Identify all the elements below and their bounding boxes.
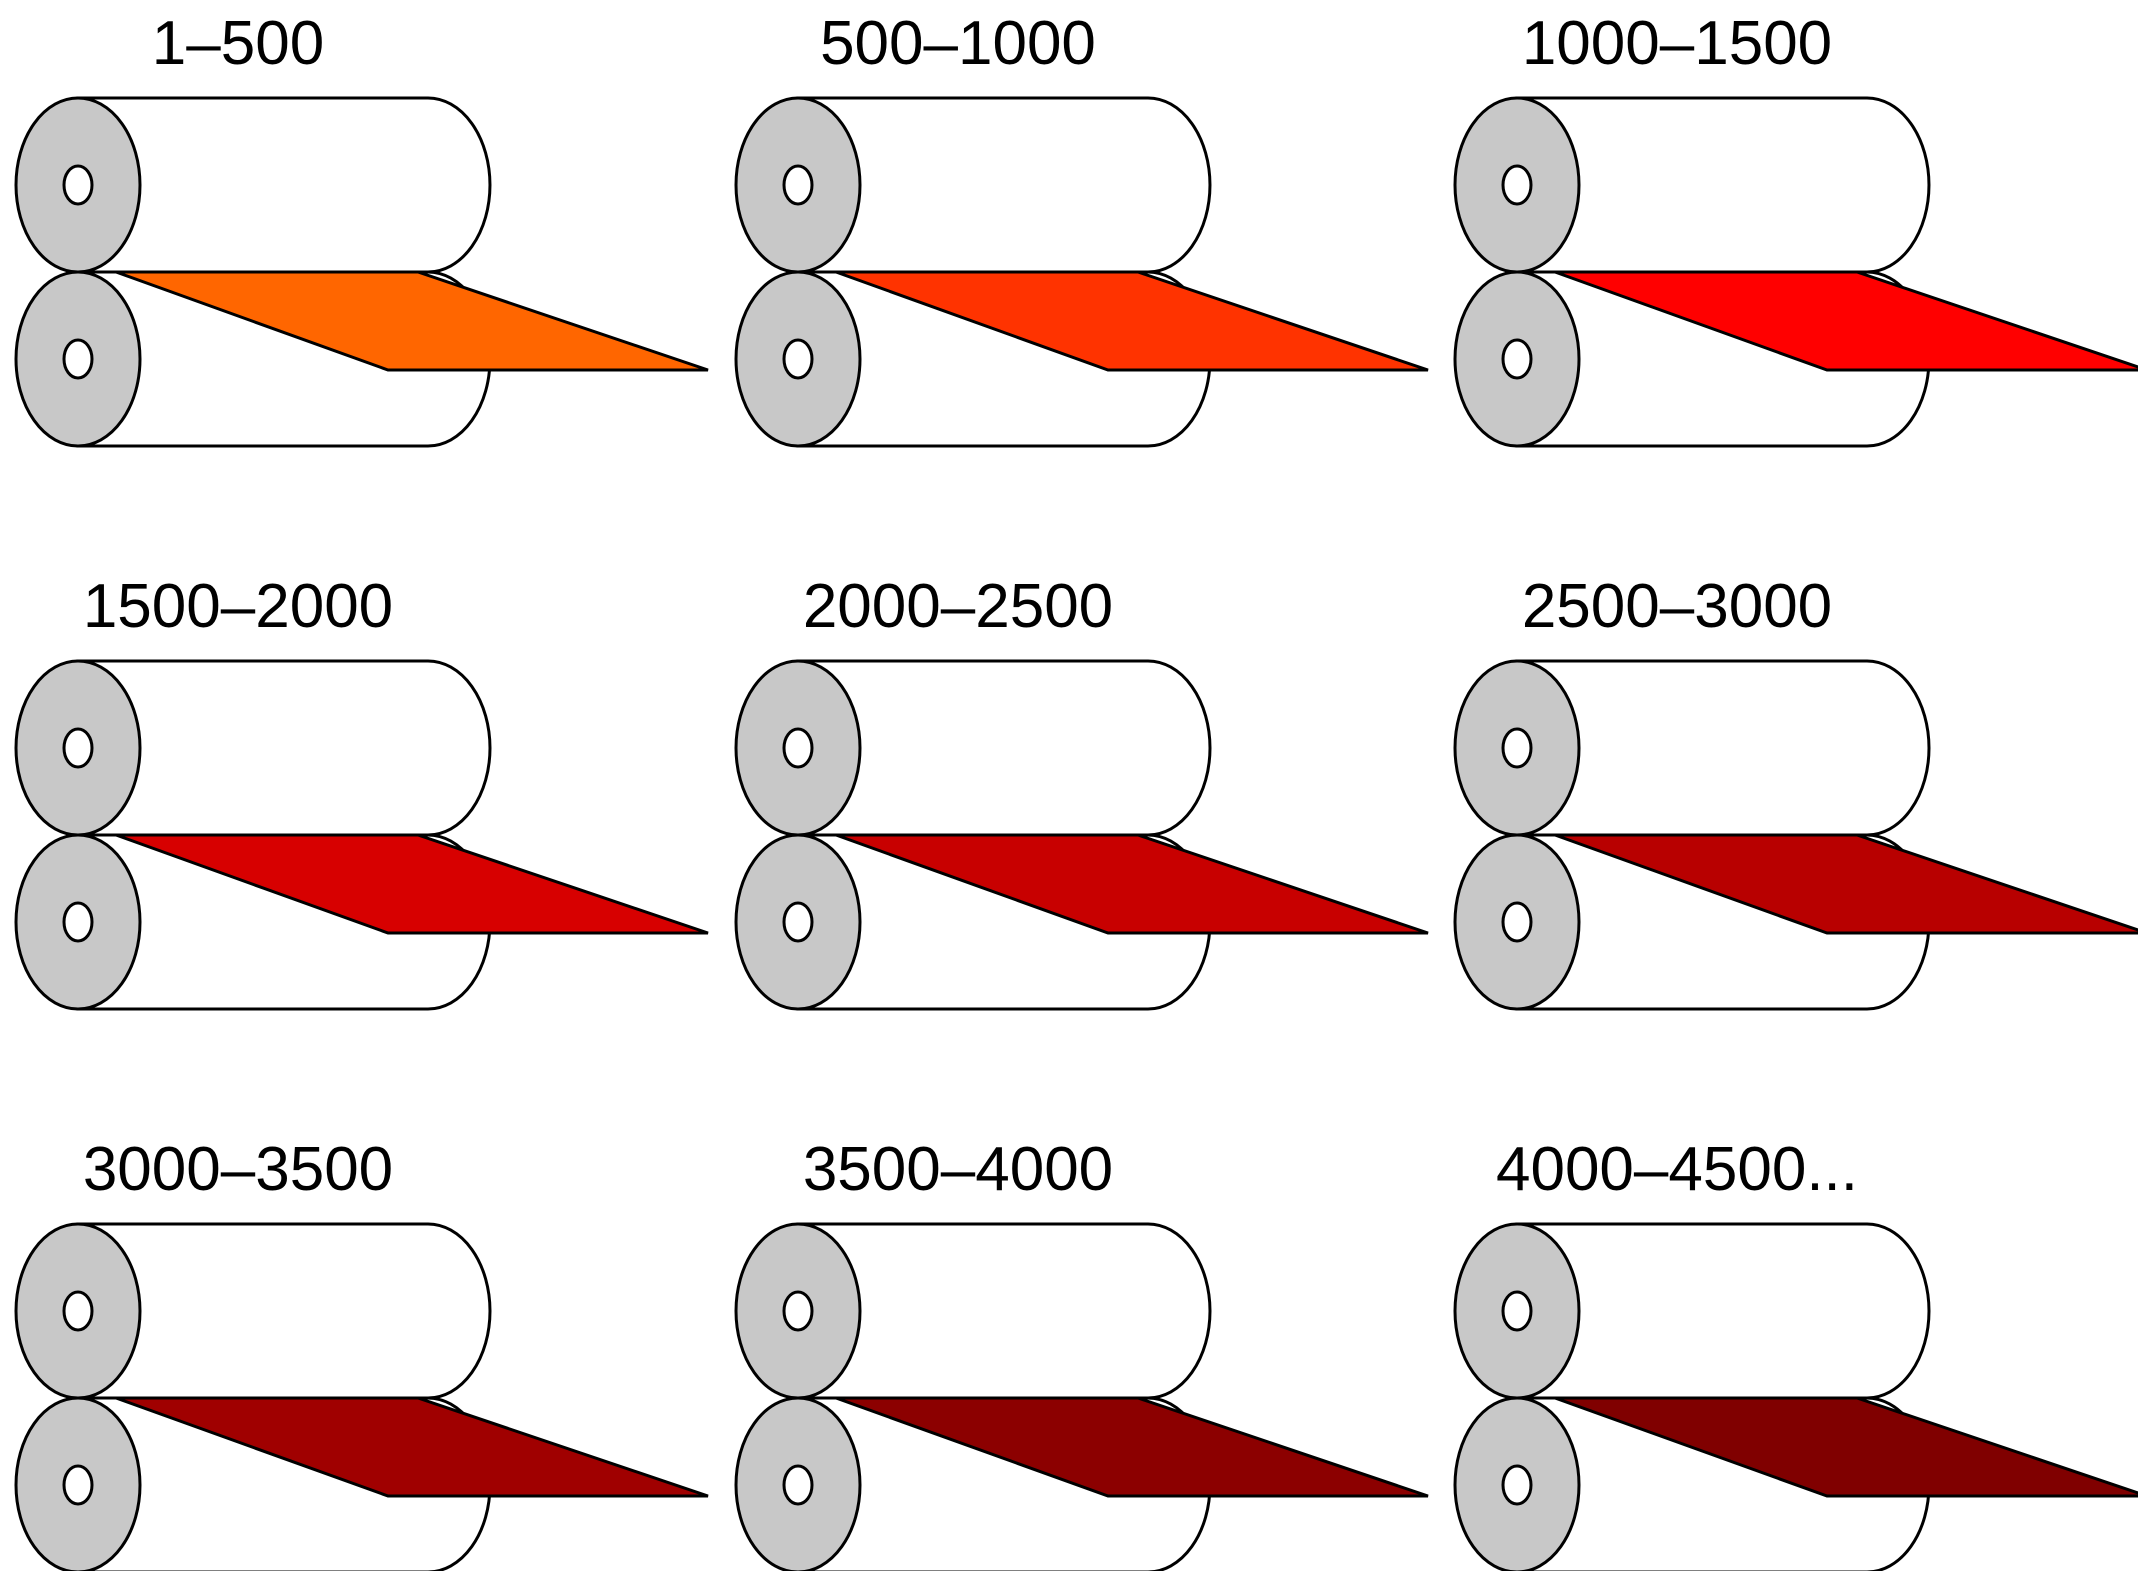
panel-label: 1–500 [152, 9, 324, 78]
roller-axle-hole [782, 901, 814, 943]
roller-axle-hole [62, 338, 94, 380]
mill-panel: 2500–3000 [1453, 572, 2138, 1011]
upper-roller [1453, 96, 1931, 274]
rolled-sheet [1554, 270, 2138, 372]
roller-body [1515, 1222, 1931, 1400]
mill-panel: 1–500 [14, 9, 709, 448]
roller-axle-hole [1501, 727, 1533, 769]
roller-axle-hole [1501, 901, 1533, 943]
roller-body [76, 1222, 492, 1400]
upper-roller [1453, 1222, 1931, 1400]
panel-label: 3500–4000 [803, 1135, 1113, 1204]
upper-roller [14, 1222, 492, 1400]
panel-label: 2500–3000 [1522, 572, 1832, 641]
roller-body [76, 96, 492, 274]
roller-axle-hole [782, 1290, 814, 1332]
panel-label: 2000–2500 [803, 572, 1113, 641]
mill-panel: 4000–4500... [1453, 1135, 2138, 1571]
roller-axle-hole [1501, 1290, 1533, 1332]
roller-axle-hole [62, 1464, 94, 1506]
rolled-sheet [1554, 833, 2138, 935]
roller-axle-hole [62, 164, 94, 206]
roller-axle-hole [1501, 338, 1533, 380]
rolled-sheet [115, 270, 709, 372]
roller-axle-hole [62, 727, 94, 769]
roller-axle-hole [782, 164, 814, 206]
panel-label: 3000–3500 [83, 1135, 393, 1204]
mill-panel: 500–1000 [734, 9, 1429, 448]
panel-label: 1500–2000 [83, 572, 393, 641]
roller-body [1515, 96, 1931, 274]
rolled-sheet [835, 270, 1429, 372]
upper-roller [1453, 659, 1931, 837]
upper-roller [734, 96, 1212, 274]
mill-panel: 2000–2500 [734, 572, 1429, 1011]
upper-roller [14, 659, 492, 837]
roller-axle-hole [62, 1290, 94, 1332]
roller-axle-hole [782, 727, 814, 769]
rolled-sheet [115, 833, 709, 935]
roller-body [796, 96, 1212, 274]
panel-label: 500–1000 [820, 9, 1096, 78]
roller-axle-hole [62, 901, 94, 943]
mill-panel: 3500–4000 [734, 1135, 1429, 1571]
roller-body [1515, 659, 1931, 837]
mill-panel: 1000–1500 [1453, 9, 2138, 448]
upper-roller [734, 659, 1212, 837]
upper-roller [14, 96, 492, 274]
roller-body [796, 1222, 1212, 1400]
roller-axle-hole [782, 1464, 814, 1506]
mill-panel: 1500–2000 [14, 572, 709, 1011]
mill-panel: 3000–3500 [14, 1135, 709, 1571]
rolled-sheet [1554, 1396, 2138, 1498]
upper-roller [734, 1222, 1212, 1400]
rolled-sheet [835, 833, 1429, 935]
roller-axle-hole [1501, 164, 1533, 206]
roller-axle-hole [1501, 1464, 1533, 1506]
roller-axle-hole [782, 338, 814, 380]
rolled-sheet [835, 1396, 1429, 1498]
roller-body [796, 659, 1212, 837]
panel-label: 1000–1500 [1522, 9, 1832, 78]
roller-body [76, 659, 492, 837]
panel-label: 4000–4500... [1496, 1135, 1858, 1204]
rolled-sheet [115, 1396, 709, 1498]
